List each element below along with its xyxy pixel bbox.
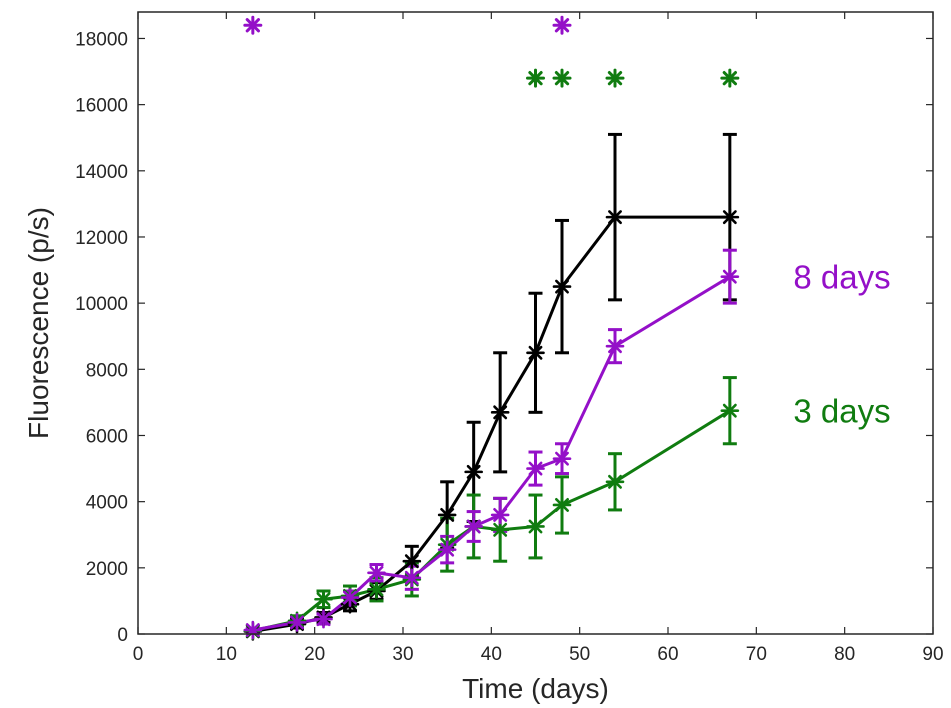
- data-point: [490, 505, 510, 525]
- y-tick-label: 0: [117, 625, 128, 646]
- x-tick-label: 0: [133, 644, 144, 665]
- data-point: [720, 207, 740, 227]
- plot-frame: [137, 11, 934, 635]
- data-point: [437, 540, 457, 559]
- data-point: [552, 277, 572, 296]
- data-point: [605, 207, 625, 227]
- y-tick-label: 18000: [75, 29, 128, 50]
- data-point: [464, 462, 483, 482]
- series-label-3-days: 3 days: [793, 393, 890, 430]
- data-markers: [243, 207, 740, 641]
- y-tick-label: 10000: [75, 294, 128, 315]
- data-point: [314, 589, 333, 609]
- y-tick-label: 8000: [86, 360, 128, 381]
- significance-asterisk: [526, 68, 545, 88]
- y-tick-label: 12000: [75, 228, 128, 249]
- y-axis: 0 2000 4000 6000 8000 10000 12000 14000 16000 180…: [75, 29, 933, 646]
- x-tick-label: 10: [216, 644, 237, 665]
- y-tick-label: 16000: [75, 96, 128, 117]
- significance-markers: [243, 15, 740, 88]
- x-tick-label: 60: [657, 644, 678, 665]
- x-axis-label: Time (days): [462, 673, 609, 704]
- data-point: [552, 449, 572, 468]
- data-point: [605, 472, 625, 492]
- significance-asterisk: [552, 68, 572, 88]
- data-point: [402, 551, 422, 571]
- series-lines: [252, 215, 731, 633]
- data-point: [490, 520, 510, 540]
- y-tick-label: 6000: [86, 426, 128, 447]
- x-tick-label: 20: [304, 644, 325, 665]
- data-point: [367, 580, 386, 599]
- data-point: [720, 401, 740, 420]
- data-point: [314, 609, 333, 629]
- data-point: [340, 588, 360, 607]
- significance-asterisk: [243, 15, 263, 35]
- x-tick-label: 30: [392, 644, 413, 665]
- data-point: [287, 613, 307, 632]
- data-point: [437, 505, 457, 525]
- significance-asterisk: [552, 15, 572, 35]
- data-point: [605, 336, 625, 356]
- x-tick-label: 90: [922, 644, 943, 665]
- x-tick-label: 80: [834, 644, 855, 665]
- data-point: [243, 620, 263, 640]
- significance-asterisk: [605, 68, 625, 88]
- series-line: [252, 215, 730, 633]
- series-label-8-days: 8 days: [793, 259, 890, 296]
- data-point: [720, 267, 740, 286]
- data-point: [402, 568, 422, 588]
- y-tick-label: 4000: [86, 493, 128, 514]
- significance-asterisk: [720, 68, 740, 88]
- data-point: [490, 403, 510, 422]
- x-tick-label: 70: [746, 644, 767, 665]
- x-tick-label: 50: [569, 644, 590, 665]
- data-point: [526, 343, 545, 363]
- data-point: [526, 459, 545, 478]
- data-point: [526, 517, 545, 536]
- data-point: [464, 517, 483, 536]
- y-tick-label: 14000: [75, 162, 128, 183]
- y-axis-label: Fluorescence (p/s): [23, 207, 54, 439]
- y-tick-label: 2000: [86, 559, 128, 580]
- data-point: [367, 563, 386, 583]
- data-point: [552, 495, 572, 515]
- x-tick-label: 40: [481, 644, 502, 665]
- x-axis: 0 10 20 30 40 50 60 70 80 90: [133, 12, 944, 665]
- error-bars: [245, 132, 737, 635]
